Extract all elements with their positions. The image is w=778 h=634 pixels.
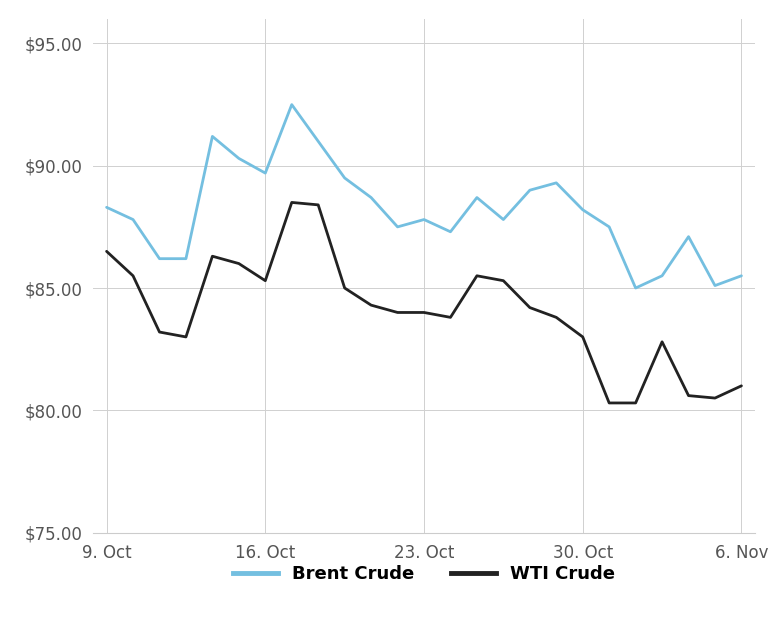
WTI Crude [631, 399, 640, 407]
WTI Crude [155, 328, 164, 336]
Brent Crude [499, 216, 508, 223]
WTI Crude [208, 252, 217, 260]
Legend: Brent Crude, WTI Crude: Brent Crude, WTI Crude [226, 558, 622, 590]
Brent Crude [605, 223, 614, 231]
Brent Crude [366, 194, 376, 202]
Brent Crude [287, 101, 296, 108]
WTI Crude [340, 284, 349, 292]
Brent Crude [419, 216, 429, 223]
WTI Crude [287, 198, 296, 206]
WTI Crude [393, 309, 402, 316]
WTI Crude [261, 277, 270, 285]
Brent Crude [208, 133, 217, 140]
WTI Crude [366, 301, 376, 309]
Brent Crude [340, 174, 349, 182]
WTI Crude [102, 247, 111, 255]
Brent Crude [181, 255, 191, 262]
WTI Crude [234, 260, 244, 268]
Line: WTI Crude: WTI Crude [107, 202, 741, 403]
WTI Crude [128, 272, 138, 280]
Brent Crude [155, 255, 164, 262]
WTI Crude [710, 394, 720, 402]
WTI Crude [657, 338, 667, 346]
Brent Crude [684, 233, 693, 240]
Brent Crude [128, 216, 138, 223]
Brent Crude [446, 228, 455, 236]
Brent Crude [314, 138, 323, 145]
WTI Crude [578, 333, 587, 340]
WTI Crude [525, 304, 534, 311]
WTI Crude [419, 309, 429, 316]
Line: Brent Crude: Brent Crude [107, 105, 741, 288]
Brent Crude [737, 272, 746, 280]
WTI Crude [181, 333, 191, 340]
WTI Crude [314, 201, 323, 209]
Brent Crude [657, 272, 667, 280]
Brent Crude [261, 169, 270, 177]
WTI Crude [499, 277, 508, 285]
Brent Crude [472, 194, 482, 202]
Brent Crude [578, 206, 587, 214]
Brent Crude [710, 281, 720, 289]
Brent Crude [631, 284, 640, 292]
Brent Crude [525, 186, 534, 194]
WTI Crude [684, 392, 693, 399]
WTI Crude [605, 399, 614, 407]
WTI Crude [737, 382, 746, 390]
Brent Crude [234, 155, 244, 162]
WTI Crude [552, 314, 561, 321]
Brent Crude [393, 223, 402, 231]
WTI Crude [446, 314, 455, 321]
WTI Crude [472, 272, 482, 280]
Brent Crude [552, 179, 561, 186]
Brent Crude [102, 204, 111, 211]
